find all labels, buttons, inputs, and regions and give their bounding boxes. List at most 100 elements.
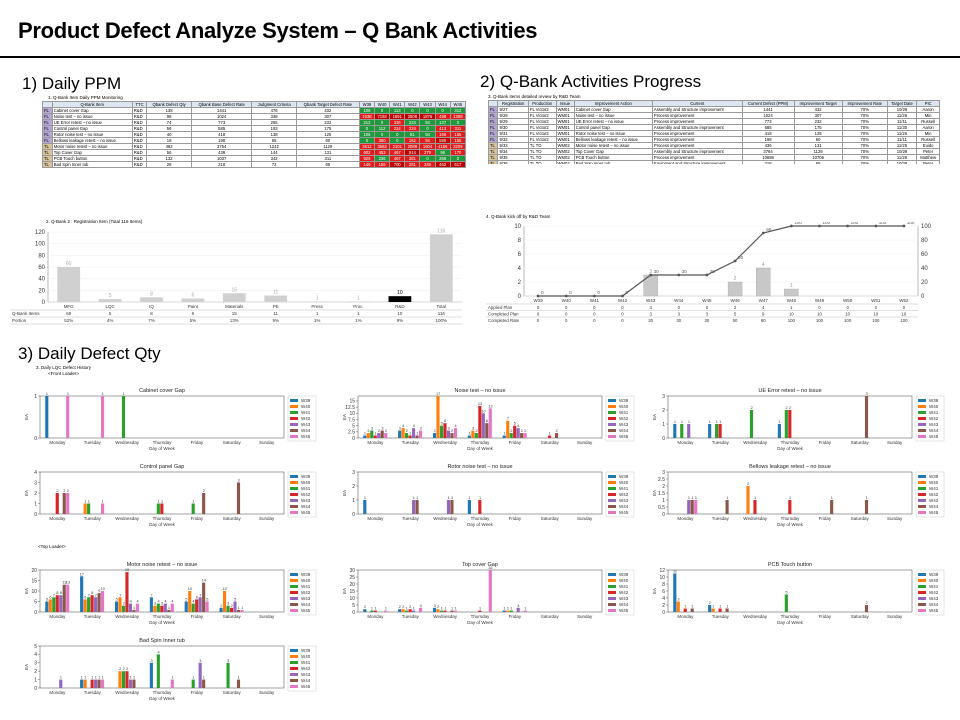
defect-bar — [90, 679, 94, 688]
defect-x-tick-label: Tuesday — [402, 614, 420, 619]
defect-bar — [450, 433, 454, 438]
defect-bar-label: 7 — [119, 593, 121, 597]
defect-bar — [419, 607, 423, 612]
defect-bar — [753, 500, 757, 514]
defect-bar-label: 3 — [227, 602, 229, 606]
defect-x-tick-label: Wednesday — [115, 690, 139, 695]
defect-y-tick-label: 2.5 — [348, 430, 355, 436]
defect-bar-label: 1 — [157, 500, 159, 504]
defect-x-tick-label: Thursday — [153, 440, 173, 445]
defect-plot-frame — [667, 569, 913, 613]
defect-x-tick-label: Wednesday — [115, 516, 139, 521]
ppm-row: FL Bellows leakage retest – no issue R&D 19… — [42, 137, 466, 144]
defect-legend-swatch — [608, 511, 616, 514]
defect-bar-label: 1 — [778, 420, 780, 424]
defect-x-tick-label: Friday — [819, 614, 832, 619]
defect-bar-label: 1 — [102, 500, 104, 504]
defect-legend-label: W45 — [929, 510, 939, 515]
ppm-cell: 72 — [251, 161, 297, 168]
defect-bar — [680, 424, 684, 438]
progress-table-caption: 3. Q-Bank items detailed review by R&D T… — [488, 94, 581, 99]
defect-bar-label: 1 — [503, 607, 505, 611]
defect-bar-label: 1 — [674, 420, 676, 424]
defect-legend-label: W43 — [619, 596, 629, 601]
reg-data-label: 1 — [316, 295, 319, 301]
defect-bar-label: 6 — [444, 419, 446, 423]
progress-table-container: Registration Production Issue Improvement A… — [488, 100, 940, 164]
defect-bar — [478, 610, 482, 612]
reg-table-cell: 60 — [66, 311, 72, 316]
defect-bar-label: 2 — [378, 429, 380, 433]
defect-legend-swatch — [918, 435, 926, 438]
defect-bar-label: 1 — [549, 432, 551, 436]
kick-table-cell: 100 — [900, 318, 908, 323]
defect-legend-label: W44 — [929, 504, 939, 509]
defect-bar — [149, 662, 153, 688]
defect-bar — [170, 679, 174, 688]
defect-legend-swatch — [918, 573, 926, 576]
defect-x-tick-label: Thursday — [153, 516, 173, 521]
defect-x-tick-label: Sunday — [887, 440, 903, 445]
registration-chart-caption: 2. Q-Bank 2 : Registration Item (Total 1… — [46, 219, 143, 224]
defect-bar — [236, 482, 241, 514]
reg-table-cell: 11 — [273, 311, 278, 316]
reg-x-tick-label: Total — [437, 304, 447, 309]
defect-bar-label: 2 — [399, 605, 401, 609]
defect-bar — [94, 679, 98, 688]
defect-x-tick-label: Monday — [677, 614, 694, 619]
kick-rate-point — [761, 231, 765, 235]
defect-y-tick-label: 2 — [352, 484, 355, 490]
defect-bar — [223, 591, 227, 612]
ppm-table-container: Q-Bank Item TTC Qbank Defect Qty Qbank Base… — [42, 101, 466, 169]
defect-bar-label: 10 — [223, 587, 227, 591]
defect-bar — [236, 609, 241, 612]
kick-rate-point — [536, 294, 540, 298]
defect-bar — [191, 503, 195, 514]
ppm-cell: R&D — [131, 161, 148, 168]
reg-data-label: 60 — [66, 261, 72, 267]
defect-bar — [128, 679, 133, 688]
defect-bar — [718, 608, 722, 612]
defect-bar — [405, 433, 409, 438]
kick-table-cell: 3 — [649, 305, 652, 310]
defect-bar — [191, 603, 195, 612]
defect-bar — [453, 428, 457, 438]
kick-table-cell: 9 — [762, 312, 765, 317]
defect-bar — [513, 425, 517, 438]
defect-bar — [788, 500, 792, 514]
defect-bar-label: 7 — [95, 593, 97, 597]
defect-bar — [509, 433, 513, 438]
kick-x-tick-label: W47 — [759, 298, 769, 303]
defect-bar — [156, 654, 160, 688]
defect-bar — [725, 608, 729, 612]
defect-legend-label: W43 — [301, 672, 311, 677]
defect-bar — [128, 603, 133, 612]
defect-chart-title: PCB Touch button — [768, 562, 812, 568]
defect-y-tick-label: 2 — [34, 669, 37, 675]
kick-rate-point — [733, 259, 737, 263]
progress-table: Registration Production Issue Improvement A… — [488, 100, 940, 164]
defect-y-tick-label: 20 — [349, 582, 355, 588]
reg-x-tick-label: R&D — [395, 304, 405, 309]
defect-legend-swatch — [608, 481, 616, 484]
defect-y-tick-label: 2 — [662, 408, 665, 414]
reg-x-tick-label: Proc. — [353, 304, 364, 309]
defect-bar — [188, 591, 192, 612]
defect-x-tick-label: Friday — [509, 516, 522, 521]
defect-bar-label: 1 — [123, 392, 125, 396]
defect-legend-swatch — [918, 405, 926, 408]
defect-bar-label: 1 — [716, 420, 718, 424]
kick-table-cell: 0 — [537, 318, 540, 323]
defect-bar — [384, 610, 388, 612]
defect-bar — [673, 573, 677, 612]
defect-legend-label: W42 — [619, 492, 629, 497]
kick-bar-label: 3 — [649, 269, 652, 275]
defect-bar-label: 4 — [137, 600, 139, 604]
defect-bar-label: 13 — [62, 581, 66, 585]
defect-legend-label: W41 — [929, 486, 939, 491]
defect-x-tick-label: Friday — [509, 614, 522, 619]
defect-legend-label: W41 — [929, 584, 939, 589]
defect-bar-label: 1 — [102, 676, 104, 680]
